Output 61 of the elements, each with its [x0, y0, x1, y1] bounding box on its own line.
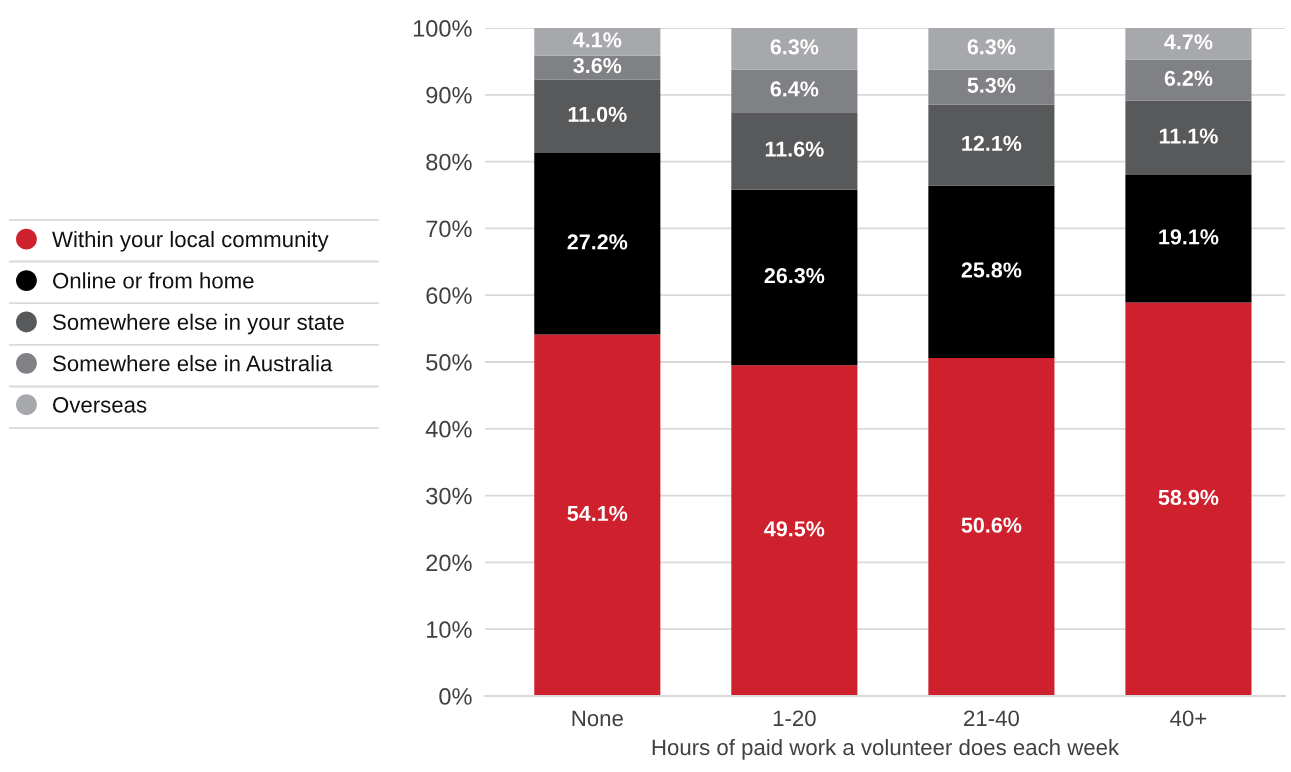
x-tick-label: 40+ — [1170, 710, 1207, 727]
bar — [928, 69, 1055, 105]
data-label: 54.1% — [567, 505, 628, 522]
data-label: 26.3% — [764, 268, 825, 284]
bar — [1125, 302, 1252, 696]
y-tick-label: 60% — [426, 287, 472, 304]
data-label: 6.2% — [1164, 70, 1213, 86]
bar — [928, 28, 1055, 70]
data-label: 4.7% — [1164, 34, 1213, 50]
y-tick-label: 90% — [426, 86, 472, 104]
data-label: 25.8% — [961, 262, 1022, 278]
bar — [928, 185, 1055, 358]
y-tick-label: 0% — [439, 688, 472, 705]
legend-label: Somewhere else in Australia — [53, 355, 333, 372]
bar — [1125, 28, 1252, 60]
y-tick-label: 80% — [426, 153, 472, 171]
bar — [1125, 174, 1252, 303]
x-tick-label: 21-40 — [964, 710, 1019, 727]
y-tick-label: 70% — [426, 220, 472, 238]
bar — [731, 365, 858, 696]
data-label: 50.6% — [961, 517, 1022, 533]
bar — [731, 28, 858, 70]
y-tick-label: 100% — [413, 20, 472, 37]
bar — [534, 334, 661, 696]
bar — [731, 112, 858, 190]
data-label: 19.1% — [1159, 229, 1219, 245]
y-tick-label: 50% — [426, 354, 472, 371]
y-tick-label: 10% — [427, 621, 472, 638]
bar — [731, 69, 858, 113]
legend-label: Online or from home — [53, 272, 254, 289]
y-tick-label: 40% — [425, 420, 472, 438]
bar — [534, 152, 661, 335]
bar — [928, 357, 1055, 696]
data-label: 49.5% — [764, 521, 825, 537]
data-label: 6.3% — [770, 39, 819, 55]
bar — [928, 104, 1055, 186]
data-label: 11.6% — [765, 141, 824, 157]
x-tick-label: None — [572, 710, 623, 727]
x-axis-title: Hours of paid work a volunteer does each week — [652, 738, 1120, 760]
data-label: 6.3% — [967, 39, 1016, 55]
data-label: 3.6% — [573, 57, 622, 74]
data-label: 6.4% — [770, 81, 819, 97]
bar — [731, 189, 858, 366]
bar — [534, 55, 661, 80]
data-label: 27.2% — [567, 234, 628, 250]
legend-label: Somewhere else in your state — [53, 313, 344, 335]
legend-label: Within your local community — [52, 230, 329, 252]
data-label: 5.3% — [967, 77, 1016, 93]
y-tick-label: 30% — [426, 487, 472, 505]
data-label: 11.1% — [1159, 128, 1218, 144]
bar — [534, 79, 661, 153]
data-label: 58.9% — [1158, 489, 1219, 506]
data-label: 11.0% — [568, 106, 627, 122]
y-tick-label: 20% — [426, 554, 472, 572]
bar — [1125, 100, 1252, 175]
bar — [1125, 59, 1252, 101]
bar — [534, 28, 661, 56]
data-label: 12.1% — [962, 135, 1022, 151]
data-label: 4.1% — [573, 32, 622, 48]
legend-label: Overseas — [53, 396, 147, 413]
x-tick-label: 1-20 — [773, 710, 816, 727]
